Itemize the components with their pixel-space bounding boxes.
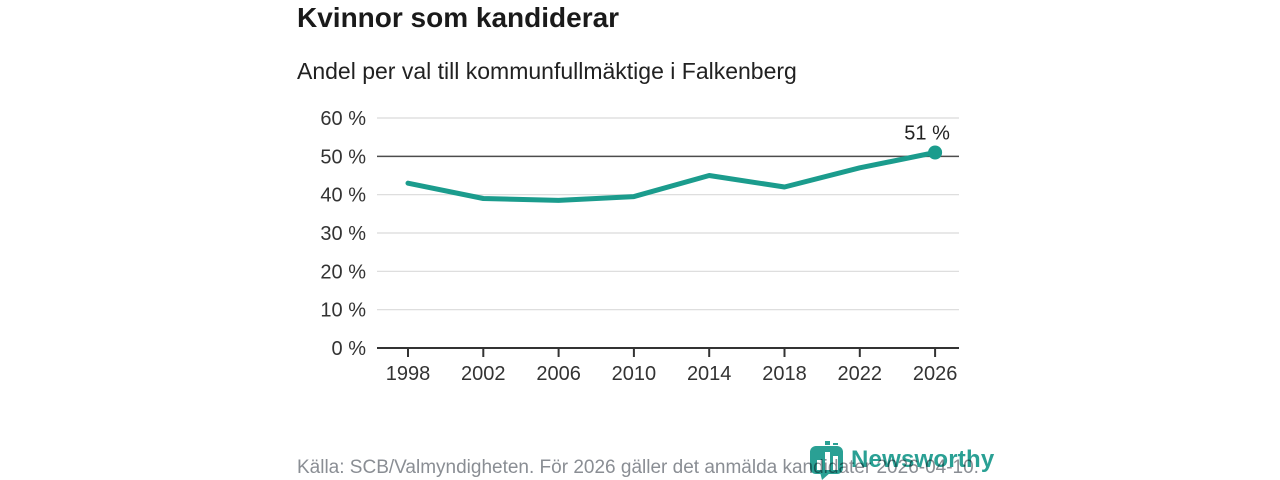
y-axis-label: 40 % [320, 185, 366, 207]
x-axis-label: 2014 [687, 363, 732, 385]
data-line [405, 150, 938, 203]
bar-chart-pin-icon [810, 441, 843, 480]
data-point-dot [928, 145, 943, 160]
chart-title: Kvinnor som kandiderar [297, 2, 620, 33]
x-axis-label: 2018 [762, 363, 807, 385]
y-axis-label: 20 % [320, 261, 366, 283]
y-axis-label: 50 % [320, 146, 366, 168]
x-axis-label: 2002 [461, 363, 506, 385]
y-axis-label: 60 % [320, 108, 366, 130]
x-axis-label: 1998 [386, 363, 431, 385]
y-axis-label: 10 % [320, 300, 366, 322]
y-axis-label: 30 % [320, 223, 366, 245]
data-point-label: 51 % [904, 123, 950, 145]
newsworthy-wordmark: Newsworthy [851, 446, 995, 473]
chart-subtitle: Andel per val till kommunfullmäktige i F… [297, 58, 797, 84]
newsworthy-logo: Newsworthy [809, 440, 994, 480]
x-axis-label: 2010 [612, 363, 657, 385]
x-axis-label: 2006 [536, 363, 581, 385]
x-axis-label: 2026 [913, 363, 958, 385]
y-axis-label: 0 % [332, 338, 367, 360]
x-axis-label: 2022 [838, 363, 883, 385]
line-chart: 0 % 10 % 20 % 30 % 40 % 50 % 60 % 1998 2002 2006 2… [320, 108, 959, 385]
source-note: Källa: SCB/Valmyndigheten. För 2026 gäll… [297, 457, 979, 478]
